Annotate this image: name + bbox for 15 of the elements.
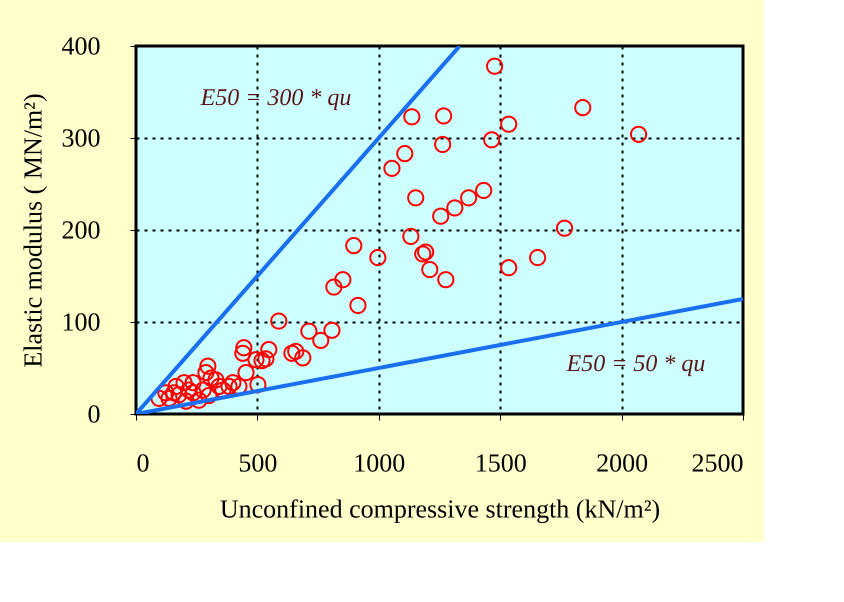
x-tick-label: 0 bbox=[136, 448, 150, 478]
y-tick-label: 300 bbox=[62, 124, 100, 152]
annotation: E50 = 300 * qu bbox=[200, 85, 352, 111]
x-tick-label: 500 bbox=[238, 448, 278, 478]
annotation: E50 = 50 * qu bbox=[566, 351, 706, 377]
y-axis-title: Elastic modulus ( MN/m²) bbox=[18, 93, 48, 368]
x-axis-title: Unconfined compressive strength (kN/m²) bbox=[220, 494, 660, 524]
y-tick-label: 400 bbox=[62, 32, 100, 60]
x-tick-label: 2000 bbox=[596, 448, 648, 478]
y-tick-label: 0 bbox=[88, 400, 100, 428]
x-tick-label: 2500 bbox=[692, 448, 744, 478]
y-tick-label: 200 bbox=[62, 216, 100, 244]
x-tick-label: 1000 bbox=[353, 448, 406, 478]
x-tick-label: 1500 bbox=[474, 448, 527, 478]
y-tick-label: 100 bbox=[62, 308, 100, 336]
